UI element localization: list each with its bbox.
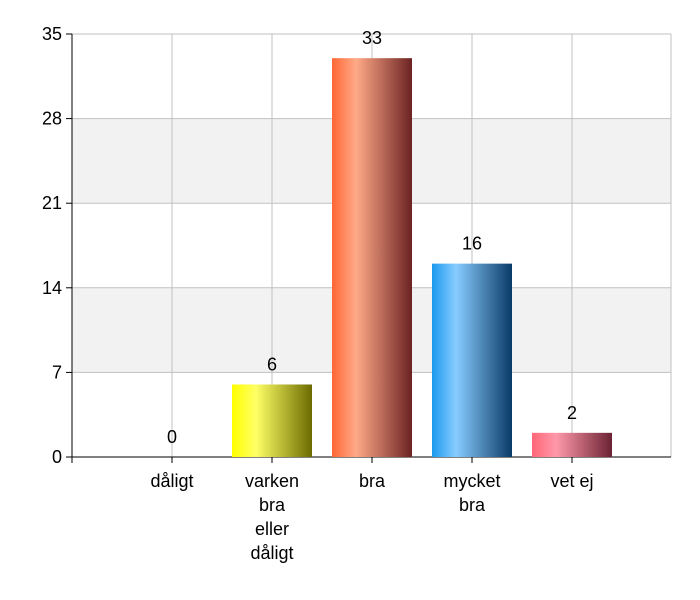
data-label: 0 <box>167 427 177 447</box>
data-labels: 0 6 33 16 2 <box>167 28 577 447</box>
x-tick-label: mycket bra <box>443 471 500 515</box>
y-axis-ticks: 0 7 14 21 28 35 <box>42 24 72 467</box>
x-tick-label: vet ej <box>550 471 593 491</box>
data-label: 16 <box>462 234 482 254</box>
bars <box>232 58 612 458</box>
y-tick-label: 35 <box>42 24 62 44</box>
x-tick-label: bra <box>359 471 386 491</box>
data-label: 33 <box>362 28 382 48</box>
y-tick-label: 14 <box>42 278 62 298</box>
data-label: 6 <box>267 354 277 374</box>
x-axis-labels: dåligt varken bra eller dåligt bra mycket bra ve… <box>150 471 593 563</box>
bar <box>232 384 312 457</box>
y-tick-label: 7 <box>52 362 62 382</box>
x-tick-label: dåligt <box>150 471 193 491</box>
y-tick-label: 21 <box>42 193 62 213</box>
x-tick-label: varken bra eller dåligt <box>245 471 299 563</box>
data-label: 2 <box>567 403 577 423</box>
y-tick-label: 0 <box>52 447 62 467</box>
bar <box>532 432 612 457</box>
bar <box>432 263 512 457</box>
y-tick-label: 28 <box>42 109 62 129</box>
bar <box>332 58 412 458</box>
